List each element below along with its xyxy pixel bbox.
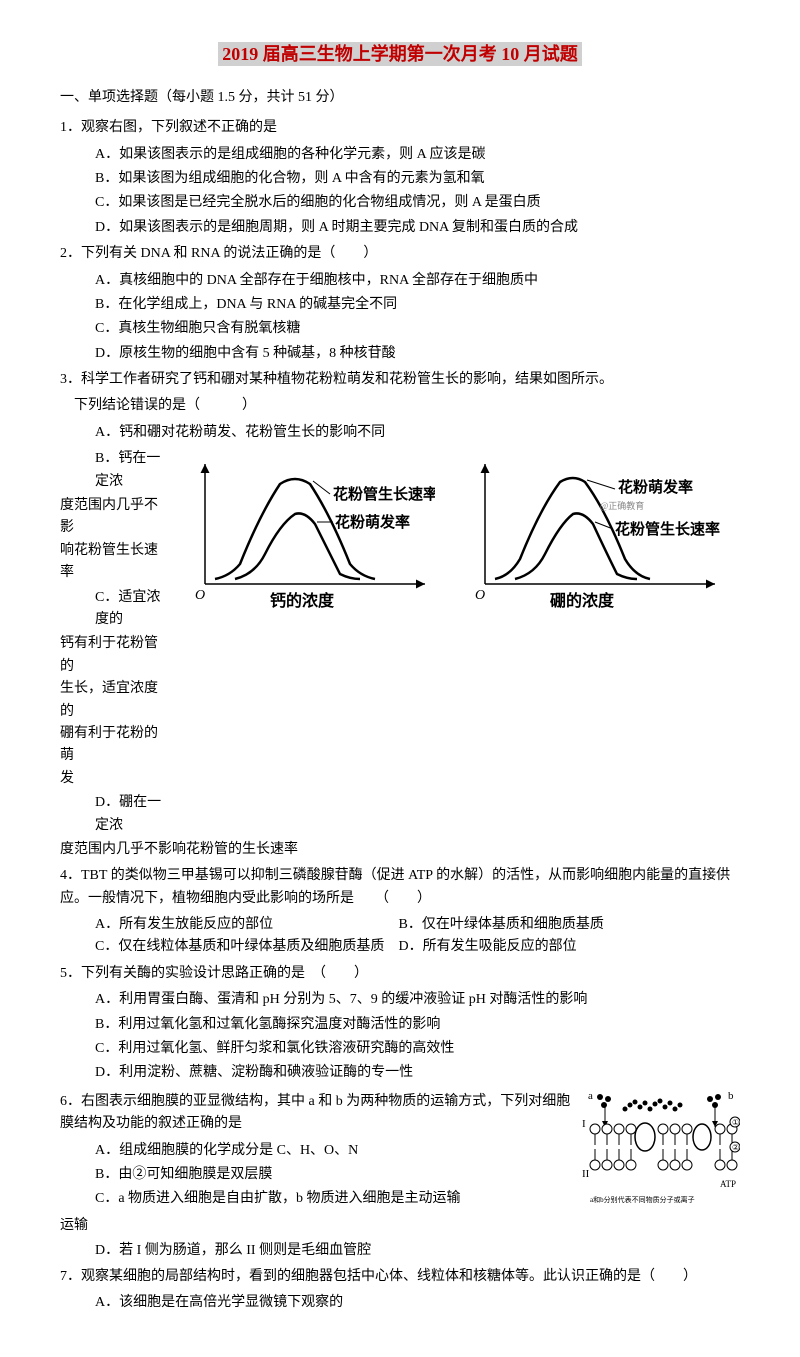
- q3-charts: 花粉管生长速率 花粉萌发率 O 钙的浓度 花粉萌发率 花粉管生长速率 @正确教育: [170, 454, 740, 614]
- q3-c-l2: 生长，适宜浓度的: [60, 678, 170, 723]
- label-germ: 花粉萌发率: [335, 513, 410, 531]
- label-growth: 花粉管生长速率: [333, 485, 435, 503]
- label-b: b: [728, 1090, 734, 1102]
- q3-c-l4: 发: [60, 768, 170, 790]
- svg-text:①: ①: [732, 1118, 739, 1127]
- q4-opt-b: B．仅在叶绿体基质和细胞质基质: [399, 914, 604, 936]
- q5-opt-b: B．利用过氧化氢和过氧化氢酶探究温度对酶活性的影响: [60, 1014, 740, 1036]
- label-side-2: II: [582, 1168, 590, 1180]
- membrane-svg: a b I: [580, 1087, 740, 1207]
- xlabel-ca: 钙的浓度: [270, 591, 335, 610]
- q3-left-text: B．钙在一定浓 度范围内几乎不影 响花粉管生长速率 C．适宜浓度的 钙有利于花粉…: [60, 446, 170, 839]
- q3-d-line: 度范围内几乎不影响花粉管的生长速率: [60, 839, 740, 861]
- bilayer-bottom: [590, 1149, 737, 1170]
- q3-b-l2: 响花粉管生长速率: [60, 540, 170, 585]
- q1-opt-c: C．如果该图是已经完全脱水后的细胞的化合物组成情况，则 A 是蛋白质: [60, 192, 740, 214]
- q4-opt-c: C．仅在线粒体基质和叶绿体基质及细胞质基质: [95, 936, 395, 958]
- section-1-header: 一、单项选择题（每小题 1.5 分，共计 51 分）: [60, 87, 740, 109]
- q2-stem: 2．下列有关 DNA 和 RNA 的说法正确的是（ ）: [60, 243, 740, 265]
- calcium-chart: 花粉管生长速率 花粉萌发率 O 钙的浓度: [185, 454, 435, 614]
- q5-opt-c: C．利用过氧化氢、鲜肝匀浆和氯化铁溶液研究酶的高效性: [60, 1038, 740, 1060]
- title-highlight: 2019 届高三生物上学期第一次月考 10 月试题: [218, 42, 582, 66]
- watermark: @正确教育: [600, 500, 644, 511]
- q7-opt-a: A．该细胞是在高倍光学显微镜下观察的: [60, 1292, 740, 1314]
- q3-c-l1: 钙有利于花粉管的: [60, 633, 170, 678]
- label-germ: 花粉萌发率: [618, 478, 693, 496]
- q1-opt-b: B．如果该图为组成细胞的化合物，则 A 中含有的元素为氢和氧: [60, 168, 740, 190]
- q2-opt-a: A．真核细胞中的 DNA 全部存在于细胞核中，RNA 全部存在于细胞质中: [60, 270, 740, 292]
- svg-text:②: ②: [732, 1143, 739, 1152]
- q3-b-l1: 度范围内几乎不影: [60, 495, 170, 540]
- q4-stem: 4．TBT 的类似物三甲基锡可以抑制三磷酸腺苷酶（促进 ATP 的水解）的活性，…: [60, 865, 740, 910]
- membrane-caption: a和b分别代表不同物质分子或离子: [590, 1195, 695, 1204]
- q3-c-l3: 硼有利于花粉的萌: [60, 723, 170, 768]
- leader-1: [587, 480, 615, 489]
- q7-stem: 7．观察某细胞的局部结构时，看到的细胞器包括中心体、线粒体和核糖体等。此认识正确…: [60, 1266, 740, 1288]
- q5-stem: 5．下列有关酶的实验设计思路正确的是 （ ）: [60, 963, 740, 985]
- q3-opt-d-pre: D．硼在一定浓: [60, 792, 170, 837]
- q3-opt-a: A．钙和硼对花粉萌发、花粉管生长的影响不同: [60, 422, 740, 444]
- q6-block: a b I: [60, 1087, 740, 1215]
- page-title: 2019 届高三生物上学期第一次月考 10 月试题: [60, 40, 740, 69]
- glycoprotein: [623, 1098, 683, 1111]
- q3-opt-c-pre: C．适宜浓度的: [60, 587, 170, 632]
- q6-opt-d: D．若 I 侧为肠道，那么 II 侧则是毛细血管腔: [60, 1240, 740, 1262]
- atp-label: ATP: [720, 1179, 736, 1189]
- q6-c-tail: 运输: [60, 1215, 740, 1237]
- q3-wrap: B．钙在一定浓 度范围内几乎不影 响花粉管生长速率 C．适宜浓度的 钙有利于花粉…: [60, 446, 740, 839]
- q3-stem2: 下列结论错误的是（ ）: [60, 395, 740, 417]
- label-a: a: [588, 1090, 593, 1102]
- q2-opt-d: D．原核生物的细胞中含有 5 种碱基，8 种核苷酸: [60, 343, 740, 365]
- boron-chart: 花粉萌发率 花粉管生长速率 @正确教育 O 硼的浓度: [465, 454, 725, 614]
- q2-opt-b: B．在化学组成上，DNA 与 RNA 的碱基完全不同: [60, 294, 740, 316]
- q4-opt-a: A．所有发生放能反应的部位: [95, 914, 395, 936]
- membrane-figure: a b I: [580, 1087, 740, 1215]
- q5-opt-a: A．利用胃蛋白酶、蛋清和 pH 分别为 5、7、9 的缓冲液验证 pH 对酶活性…: [60, 989, 740, 1011]
- q4-opt-d: D．所有发生吸能反应的部位: [399, 936, 577, 958]
- label-growth: 花粉管生长速率: [615, 520, 720, 538]
- q5-opt-d: D．利用淀粉、蔗糖、淀粉酶和碘液验证酶的专一性: [60, 1062, 740, 1084]
- q3-stem1: 3．科学工作者研究了钙和硼对某种植物花粉粒萌发和花粉管生长的影响，结果如图所示。: [60, 369, 740, 391]
- q1-opt-a: A．如果该图表示的是组成细胞的各种化学元素，则 A 应该是碳: [60, 144, 740, 166]
- origin-o: O: [195, 588, 205, 603]
- bilayer-top: [590, 1123, 737, 1151]
- q4-row1: A．所有发生放能反应的部位 B．仅在叶绿体基质和细胞质基质: [60, 914, 740, 936]
- q1-opt-d: D．如果该图表示的是细胞周期，则 A 时期主要完成 DNA 复制和蛋白质的合成: [60, 217, 740, 239]
- xlabel-b: 硼的浓度: [550, 591, 615, 610]
- q3-opt-b-pre: B．钙在一定浓: [60, 448, 170, 493]
- origin-o: O: [475, 588, 485, 603]
- label-side-1: I: [582, 1118, 586, 1130]
- q1-stem: 1．观察右图，下列叙述不正确的是: [60, 117, 740, 139]
- q2-opt-c: C．真核生物细胞只含有脱氧核糖: [60, 318, 740, 340]
- q4-row2: C．仅在线粒体基质和叶绿体基质及细胞质基质 D．所有发生吸能反应的部位: [60, 936, 740, 958]
